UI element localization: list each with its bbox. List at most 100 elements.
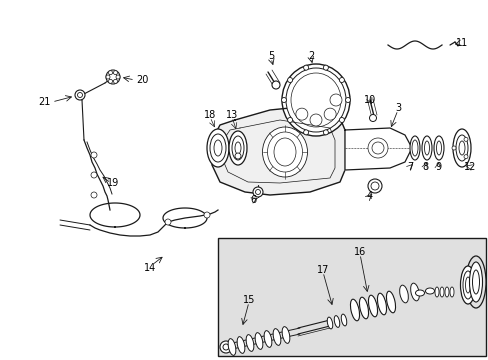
Ellipse shape xyxy=(359,297,368,319)
Text: 7: 7 xyxy=(406,162,412,172)
Circle shape xyxy=(367,179,381,193)
Text: 19: 19 xyxy=(107,178,119,188)
Circle shape xyxy=(77,93,82,98)
Ellipse shape xyxy=(209,134,225,162)
Ellipse shape xyxy=(228,339,235,355)
Ellipse shape xyxy=(415,290,424,296)
Ellipse shape xyxy=(377,293,386,315)
Ellipse shape xyxy=(434,287,438,297)
Text: 21: 21 xyxy=(38,97,50,107)
Ellipse shape xyxy=(324,108,335,120)
Ellipse shape xyxy=(282,64,349,136)
Ellipse shape xyxy=(433,136,443,160)
Text: 10: 10 xyxy=(363,95,375,105)
Circle shape xyxy=(303,130,308,135)
Circle shape xyxy=(255,189,260,194)
Circle shape xyxy=(106,75,110,79)
Text: 13: 13 xyxy=(225,110,238,120)
Text: 6: 6 xyxy=(249,195,256,205)
Ellipse shape xyxy=(386,291,395,313)
Circle shape xyxy=(109,73,117,81)
Ellipse shape xyxy=(409,136,419,160)
Ellipse shape xyxy=(439,287,443,297)
Ellipse shape xyxy=(231,136,244,160)
Text: 8: 8 xyxy=(421,162,427,172)
Text: 9: 9 xyxy=(434,162,440,172)
Circle shape xyxy=(271,81,280,89)
Circle shape xyxy=(106,70,120,84)
Ellipse shape xyxy=(267,132,302,172)
Circle shape xyxy=(91,152,97,158)
Circle shape xyxy=(345,98,350,103)
Ellipse shape xyxy=(458,141,464,155)
Circle shape xyxy=(303,65,308,70)
Text: 16: 16 xyxy=(353,247,366,257)
Text: 11: 11 xyxy=(455,38,467,48)
Ellipse shape xyxy=(444,287,448,297)
Circle shape xyxy=(370,182,378,190)
Text: 18: 18 xyxy=(203,110,216,120)
Ellipse shape xyxy=(214,140,222,156)
Circle shape xyxy=(108,71,112,75)
Text: 12: 12 xyxy=(463,162,475,172)
Ellipse shape xyxy=(471,270,479,294)
Circle shape xyxy=(287,77,292,82)
Circle shape xyxy=(164,219,171,225)
Circle shape xyxy=(113,79,117,83)
Circle shape xyxy=(369,114,376,122)
Ellipse shape xyxy=(425,288,434,294)
Text: 14: 14 xyxy=(143,263,156,273)
Polygon shape xyxy=(212,108,345,195)
Circle shape xyxy=(463,155,467,159)
Text: 2: 2 xyxy=(307,51,313,61)
Circle shape xyxy=(203,212,209,218)
Circle shape xyxy=(323,130,328,135)
Ellipse shape xyxy=(424,141,428,155)
Circle shape xyxy=(113,71,117,75)
Ellipse shape xyxy=(273,329,280,345)
Ellipse shape xyxy=(350,299,359,321)
Ellipse shape xyxy=(411,140,417,156)
Circle shape xyxy=(235,153,241,159)
Ellipse shape xyxy=(460,266,474,304)
Ellipse shape xyxy=(368,295,377,317)
Ellipse shape xyxy=(282,327,289,343)
Polygon shape xyxy=(345,128,411,170)
Circle shape xyxy=(91,192,97,198)
Circle shape xyxy=(252,187,263,197)
Circle shape xyxy=(339,117,344,122)
Circle shape xyxy=(75,90,85,100)
Ellipse shape xyxy=(465,277,469,293)
Ellipse shape xyxy=(309,114,321,126)
Ellipse shape xyxy=(295,108,307,120)
Circle shape xyxy=(463,137,467,141)
Ellipse shape xyxy=(245,335,253,351)
Ellipse shape xyxy=(255,333,263,349)
Circle shape xyxy=(339,77,344,82)
Ellipse shape xyxy=(285,68,346,132)
Ellipse shape xyxy=(329,94,341,106)
Circle shape xyxy=(281,98,286,103)
Text: 3: 3 xyxy=(394,103,400,113)
Ellipse shape xyxy=(421,136,431,160)
Text: 20: 20 xyxy=(136,75,148,85)
Ellipse shape xyxy=(410,283,419,301)
Ellipse shape xyxy=(326,317,332,329)
Ellipse shape xyxy=(235,142,241,154)
Text: 5: 5 xyxy=(267,51,274,61)
Ellipse shape xyxy=(262,127,307,177)
Ellipse shape xyxy=(449,287,453,297)
Text: 15: 15 xyxy=(243,295,255,305)
Text: 17: 17 xyxy=(316,265,328,275)
Ellipse shape xyxy=(455,135,467,161)
Circle shape xyxy=(220,341,231,353)
Ellipse shape xyxy=(206,129,228,167)
Ellipse shape xyxy=(290,73,340,127)
Bar xyxy=(218,238,485,356)
Ellipse shape xyxy=(341,314,346,326)
Ellipse shape xyxy=(399,285,407,303)
Circle shape xyxy=(451,146,455,150)
Circle shape xyxy=(108,79,112,83)
Ellipse shape xyxy=(371,142,383,154)
Ellipse shape xyxy=(367,138,387,158)
